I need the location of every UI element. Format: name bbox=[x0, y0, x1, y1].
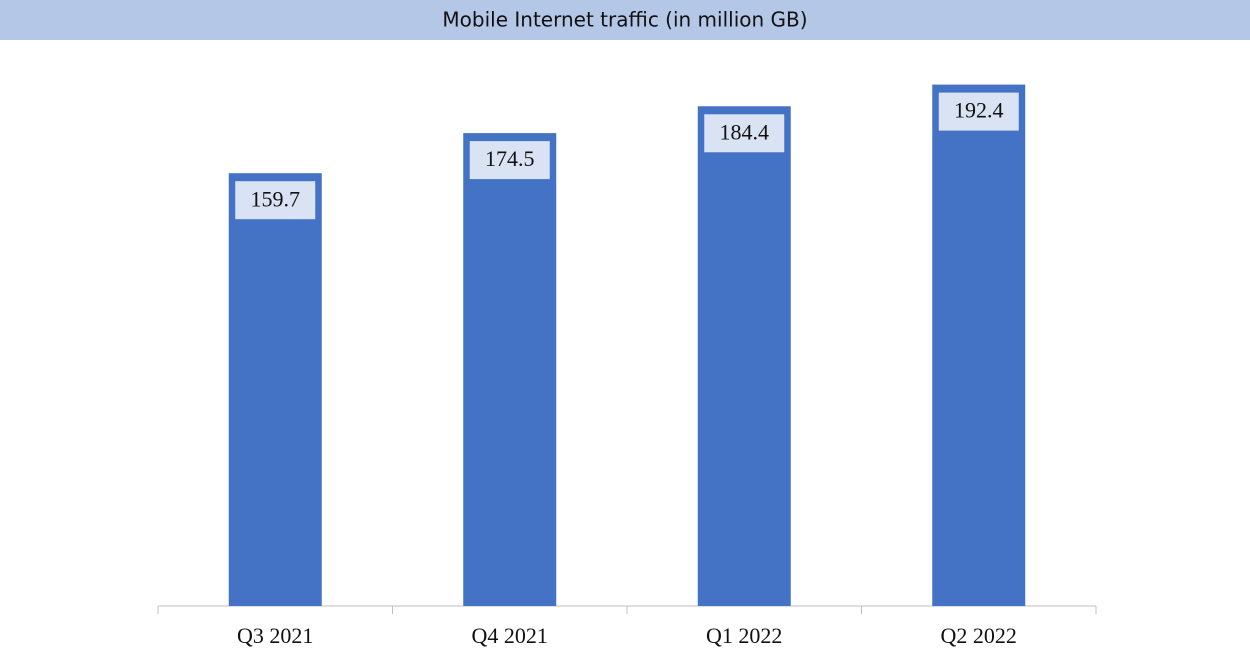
x-tick-label: Q3 2021 bbox=[237, 623, 313, 648]
bar bbox=[463, 133, 557, 607]
value-label: 184.4 bbox=[720, 119, 770, 144]
value-label-box bbox=[235, 181, 316, 220]
title-bar bbox=[0, 0, 1250, 40]
value-label: 174.5 bbox=[485, 146, 535, 171]
bar bbox=[932, 84, 1026, 606]
bar bbox=[228, 173, 322, 606]
value-label-box bbox=[938, 92, 1019, 131]
chart-title: Mobile Internet traffic (in million GB) bbox=[442, 8, 807, 32]
value-label: 192.4 bbox=[954, 98, 1004, 123]
x-tick-label: Q4 2021 bbox=[472, 623, 548, 648]
value-label: 159.7 bbox=[251, 186, 301, 211]
x-tick-label: Q1 2022 bbox=[706, 623, 782, 648]
value-label-box bbox=[469, 141, 550, 180]
bar bbox=[697, 106, 791, 606]
x-tick-label: Q2 2022 bbox=[941, 623, 1017, 648]
value-label-box bbox=[704, 114, 785, 153]
